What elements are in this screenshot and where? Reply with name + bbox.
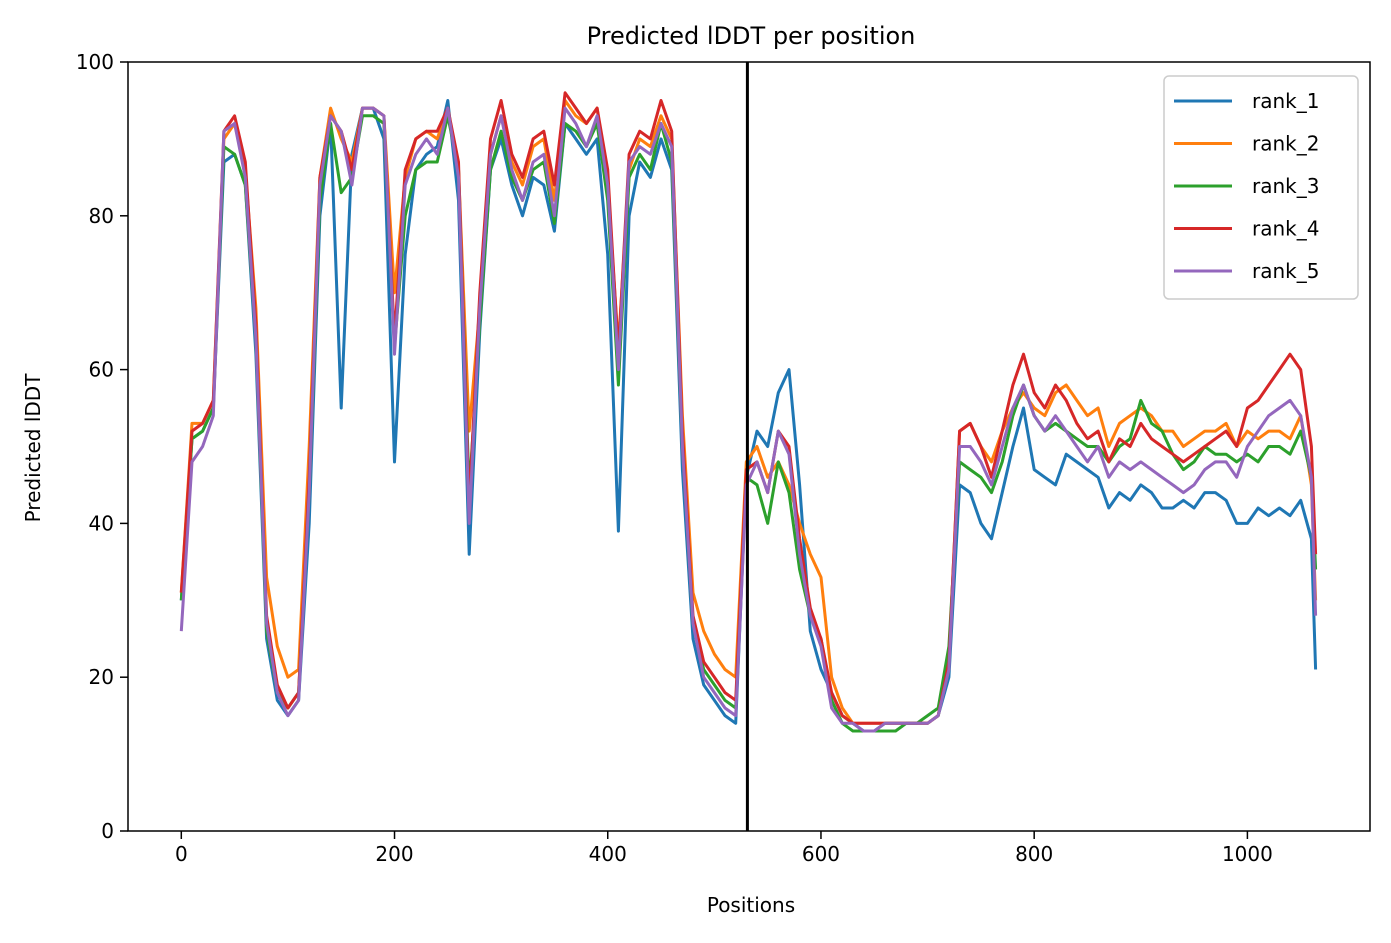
y-axis-label: Predicted lDDT (21, 373, 45, 523)
y-tick-label: 100 (76, 50, 114, 74)
chart-title: Predicted lDDT per position (587, 22, 916, 50)
legend-label-rank_5: rank_5 (1252, 259, 1319, 283)
x-tick-label: 200 (375, 842, 413, 866)
legend-label-rank_4: rank_4 (1252, 217, 1319, 241)
x-tick-label: 400 (589, 842, 627, 866)
legend-box (1163, 75, 1359, 300)
y-tick-label: 0 (101, 819, 114, 843)
legend-label-rank_2: rank_2 (1252, 132, 1319, 156)
y-tick-label: 80 (89, 204, 114, 228)
x-tick-label: 600 (802, 842, 840, 866)
plot-frame (127, 61, 1371, 832)
x-axis-label: Positions (707, 893, 795, 917)
y-tick-label: 40 (89, 511, 114, 535)
series-lines (179, 91, 1318, 733)
legend-label-rank_3: rank_3 (1252, 174, 1319, 198)
x-tick-label: 0 (175, 842, 188, 866)
y-axis-ticks: 0 20 40 60 80 100 (76, 50, 128, 843)
x-axis-ticks: 0 200 400 600 800 1000 (175, 831, 1273, 866)
legend-label-rank_1: rank_1 (1252, 89, 1319, 113)
x-tick-label: 800 (1015, 842, 1053, 866)
y-tick-label: 20 (89, 665, 114, 689)
series-line-rank_3 (179, 114, 1318, 733)
y-tick-label: 60 (89, 358, 114, 382)
series-line-rank_5 (179, 106, 1318, 733)
legend: rank_1 rank_2 rank_3 rank_4 rank_5 (1163, 75, 1359, 300)
x-tick-label: 1000 (1222, 842, 1273, 866)
